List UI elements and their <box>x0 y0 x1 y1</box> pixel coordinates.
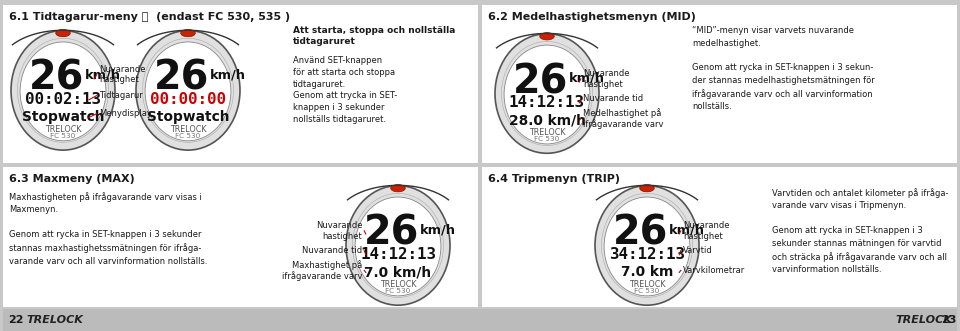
Text: Att starta, stoppa och nollställa
tidtagaruret: Att starta, stoppa och nollställa tidtag… <box>293 26 455 46</box>
Text: 26: 26 <box>154 59 209 99</box>
Text: 34:12:13: 34:12:13 <box>609 247 685 262</box>
Text: 28.0 km/h: 28.0 km/h <box>509 114 586 127</box>
Ellipse shape <box>639 185 655 192</box>
Text: Nuvarande
hastighet: Nuvarande hastighet <box>99 65 145 84</box>
Text: FC 530: FC 530 <box>50 132 76 139</box>
Text: TRELOCK: TRELOCK <box>45 125 82 134</box>
Text: Stopwatch: Stopwatch <box>22 110 105 124</box>
Text: Medelhastighet på
ifrågavarande varv: Medelhastighet på ifrågavarande varv <box>583 108 663 129</box>
Ellipse shape <box>391 185 405 192</box>
Text: 26: 26 <box>613 214 668 254</box>
Text: km/h: km/h <box>84 68 121 81</box>
Text: Nuvarande tid: Nuvarande tid <box>302 246 362 255</box>
Text: TRELOCK: TRELOCK <box>529 128 565 137</box>
Text: 00:00:00: 00:00:00 <box>150 92 226 107</box>
Text: Tidtagarur: Tidtagarur <box>99 91 142 100</box>
Ellipse shape <box>346 186 450 305</box>
Ellipse shape <box>604 197 690 296</box>
Text: FC 530: FC 530 <box>176 132 201 139</box>
Text: Varvtiden och antalet kilometer på ifråga-
varande varv visas i Tripmenyn.

Geno: Varvtiden och antalet kilometer på ifråg… <box>772 188 948 274</box>
Text: “MID”-menyn visar varvets nuvarande
medelhastighet.

Genom att rycka in SET-knap: “MID”-menyn visar varvets nuvarande mede… <box>692 26 875 111</box>
Text: 14:12:13: 14:12:13 <box>360 247 436 262</box>
Ellipse shape <box>145 42 231 141</box>
Text: TRELOCK: TRELOCK <box>895 315 952 325</box>
Text: 14:12:13: 14:12:13 <box>509 95 585 110</box>
Text: Varvkilometrar: Varvkilometrar <box>683 266 745 275</box>
Ellipse shape <box>180 29 195 37</box>
Text: TRELOCK: TRELOCK <box>170 125 206 134</box>
Ellipse shape <box>504 45 589 144</box>
Ellipse shape <box>355 197 441 296</box>
Text: 7.0 km: 7.0 km <box>621 265 673 279</box>
Bar <box>482 5 957 163</box>
Text: 6.4 Tripmenyn (TRIP): 6.4 Tripmenyn (TRIP) <box>488 174 620 184</box>
Text: TRELOCK: TRELOCK <box>26 315 83 325</box>
Text: 23: 23 <box>942 315 957 325</box>
Text: 22: 22 <box>8 315 23 325</box>
Text: 00:02:13: 00:02:13 <box>25 92 101 107</box>
Text: 26: 26 <box>513 62 568 102</box>
Text: 7.0 km/h: 7.0 km/h <box>365 265 432 279</box>
Text: FC 530: FC 530 <box>635 288 660 294</box>
Ellipse shape <box>56 29 70 37</box>
Text: Nuvarande
hastighet: Nuvarande hastighet <box>583 69 630 89</box>
Text: Menydisplay: Menydisplay <box>99 109 152 118</box>
Bar <box>3 309 957 331</box>
Ellipse shape <box>540 33 554 40</box>
Text: Maxhastigheten på ifrågavarande varv visas i
Maxmenyn.

Genom att rycka in SET-k: Maxhastigheten på ifrågavarande varv vis… <box>9 192 207 266</box>
Text: 26: 26 <box>29 59 84 99</box>
Text: Använd SET-knappen
för att starta och stoppa
tidtagaruret.
Genom att trycka in S: Använd SET-knappen för att starta och st… <box>293 56 397 124</box>
Text: Nuvarande
hastighet: Nuvarande hastighet <box>683 221 730 241</box>
Text: FC 530: FC 530 <box>535 136 560 142</box>
Text: 26: 26 <box>364 214 420 254</box>
Bar <box>482 167 957 307</box>
Text: km/h: km/h <box>669 223 705 236</box>
Ellipse shape <box>136 30 240 150</box>
Text: 6.2 Medelhastighetsmenyn (MID): 6.2 Medelhastighetsmenyn (MID) <box>488 12 696 22</box>
Text: 6.3 Maxmeny (MAX): 6.3 Maxmeny (MAX) <box>9 174 134 184</box>
Ellipse shape <box>495 34 599 153</box>
Text: TRELOCK: TRELOCK <box>629 280 665 289</box>
Text: Maxhastighet på
ifrågavarande varv: Maxhastighet på ifrågavarande varv <box>281 260 362 281</box>
Text: Nuvarande
hastighet: Nuvarande hastighet <box>316 221 362 241</box>
Ellipse shape <box>11 30 115 150</box>
Text: Varvtid: Varvtid <box>683 246 712 255</box>
Text: km/h: km/h <box>569 71 605 84</box>
Ellipse shape <box>20 42 106 141</box>
Text: Stopwatch: Stopwatch <box>147 110 229 124</box>
Text: FC 530: FC 530 <box>385 288 411 294</box>
Ellipse shape <box>595 186 699 305</box>
Text: Nuvarande tid: Nuvarande tid <box>583 94 643 103</box>
Text: km/h: km/h <box>210 68 246 81</box>
Text: TRELOCK: TRELOCK <box>380 280 417 289</box>
Text: km/h: km/h <box>420 223 456 236</box>
Bar <box>3 167 478 307</box>
Bar <box>3 5 478 163</box>
Text: 6.1 Tidtagarur-meny ⏱  (endast FC 530, 535 ): 6.1 Tidtagarur-meny ⏱ (endast FC 530, 53… <box>9 12 290 22</box>
